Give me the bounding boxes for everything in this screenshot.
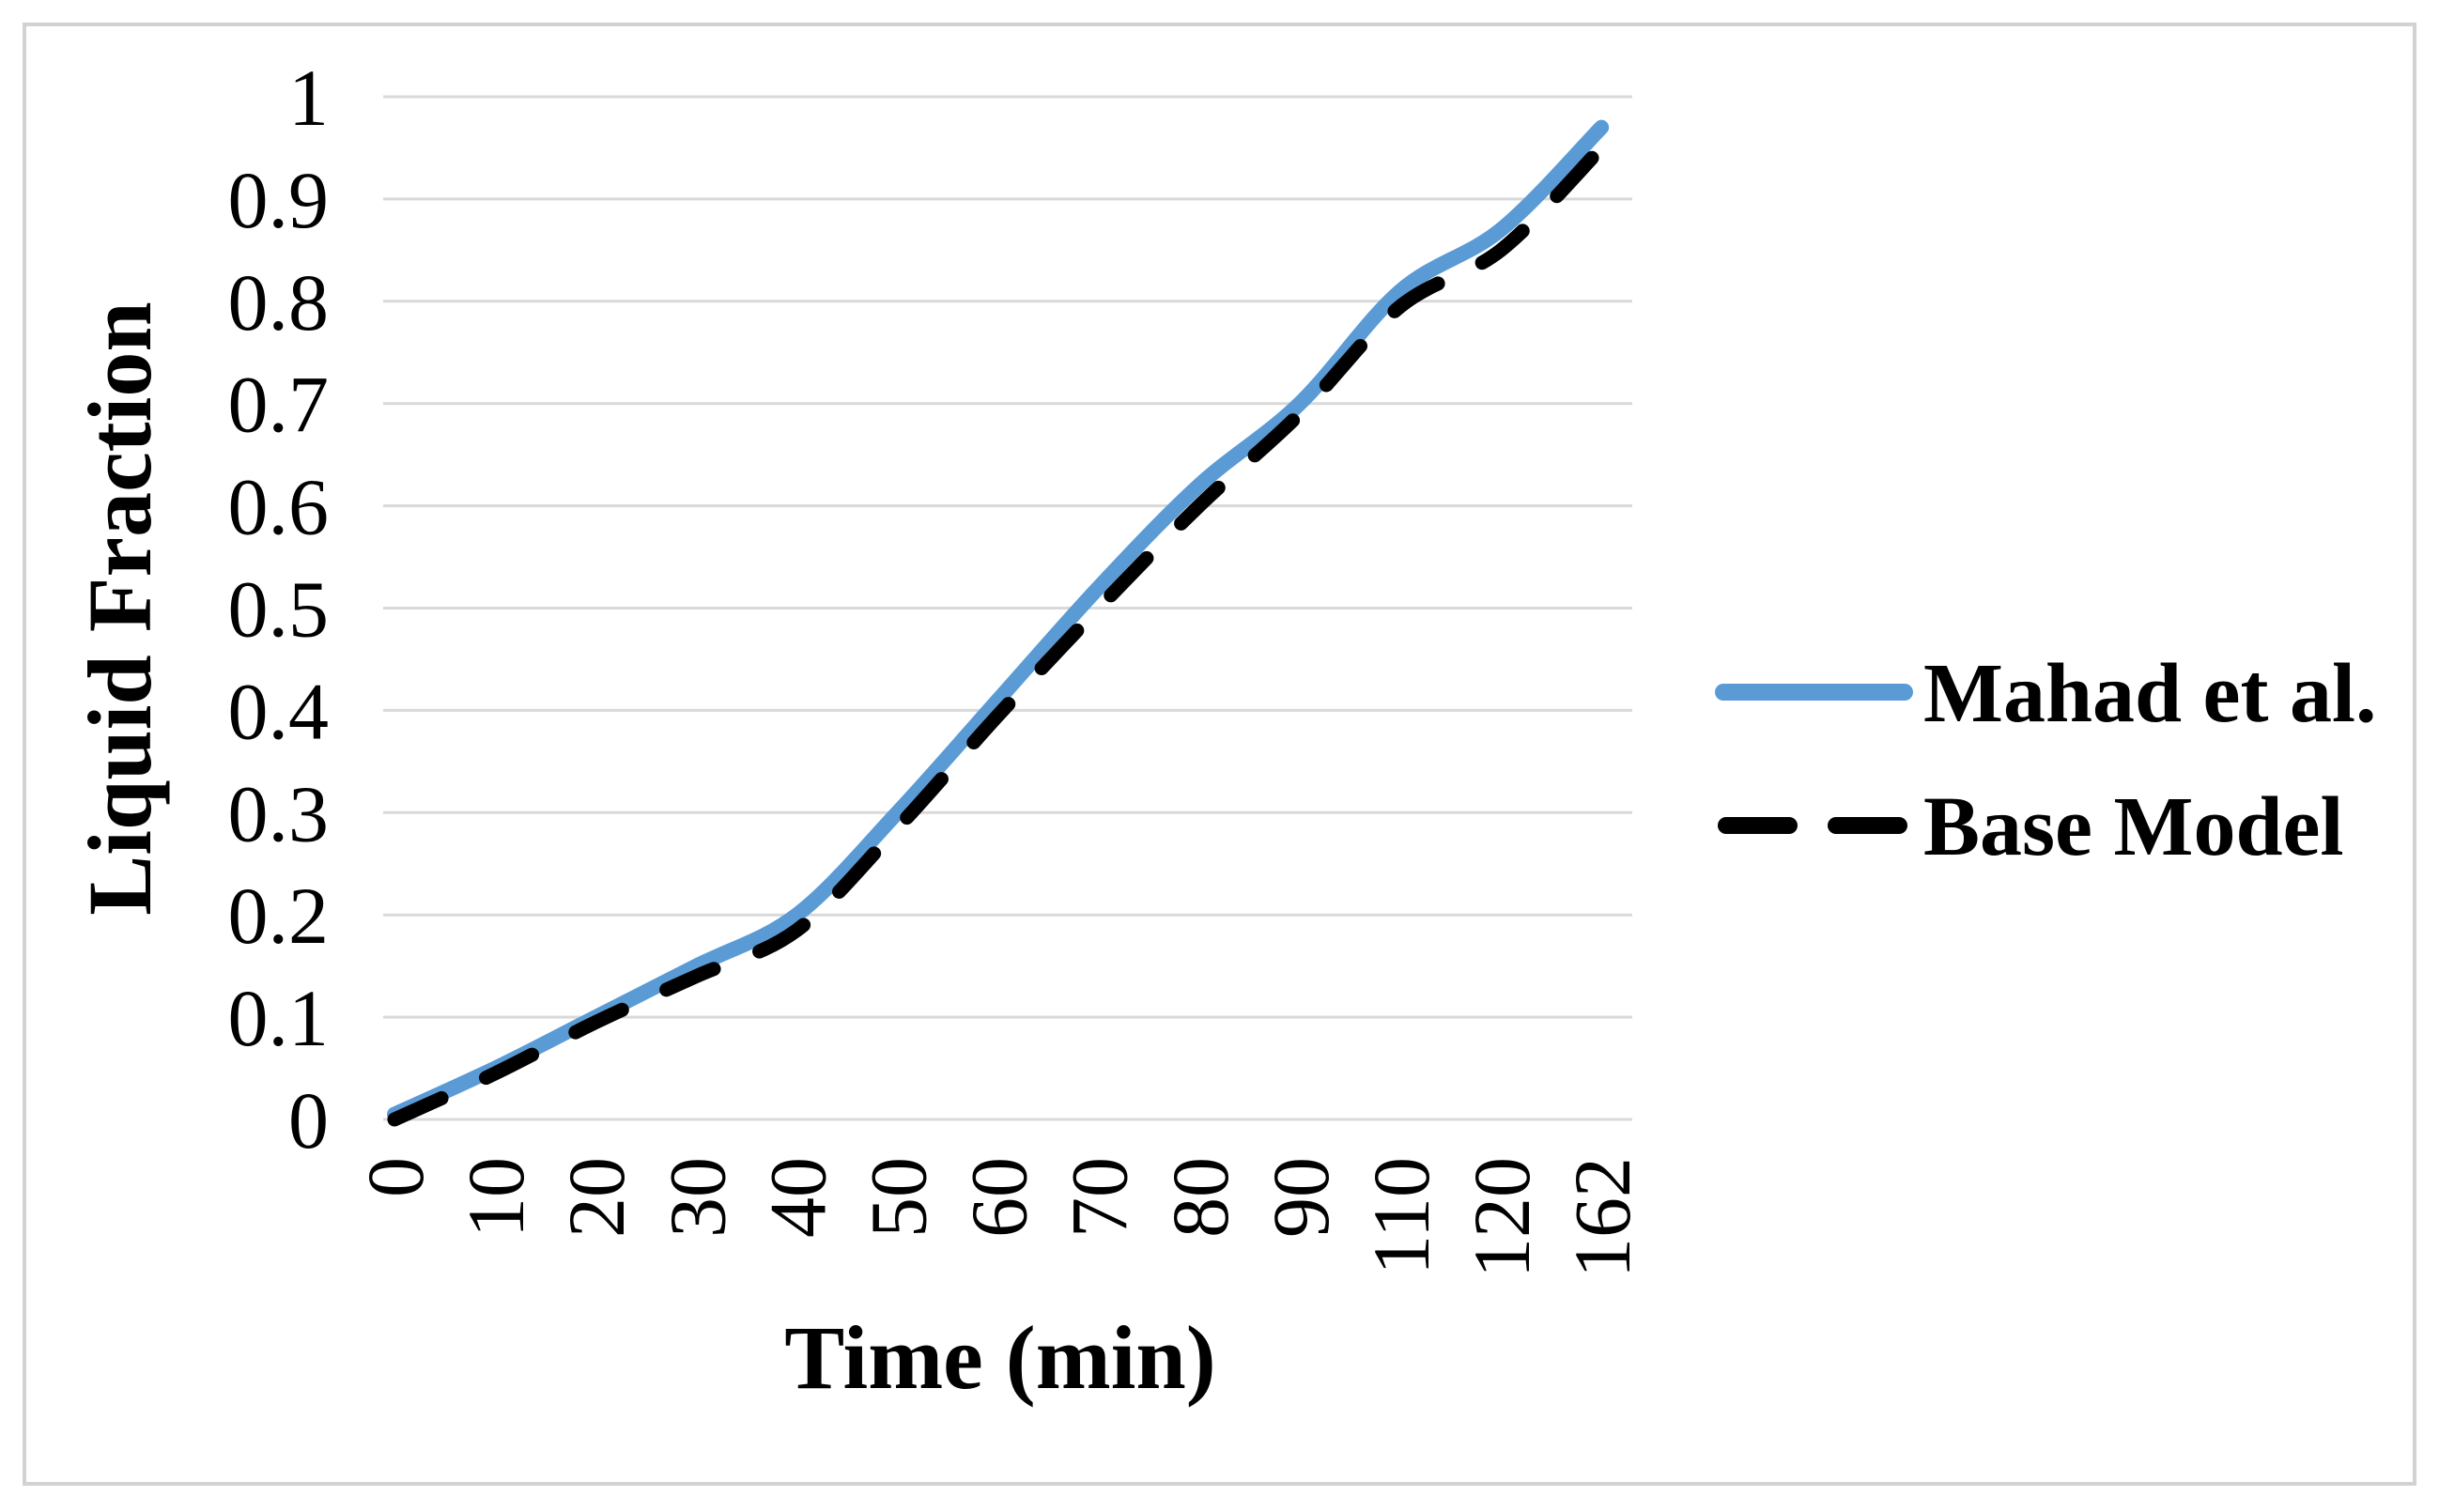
x-tick-label: 60 — [954, 1157, 1044, 1238]
x-tick-label: 120 — [1457, 1157, 1547, 1278]
y-tick-label: 0.9 — [228, 155, 330, 245]
x-tick-label: 70 — [1055, 1157, 1145, 1238]
x-tick-label: 162 — [1557, 1157, 1647, 1278]
series-line-base-model — [387, 140, 1609, 1127]
x-tick-label: 30 — [652, 1157, 742, 1238]
y-tick-label: 0.2 — [228, 871, 330, 961]
legend-label-base-model: Base Model — [1923, 780, 2343, 873]
x-axis-tick-labels: 0 10 20 30 40 50 60 70 80 90 110 120 162 — [350, 1157, 1647, 1278]
y-tick-label: 0 — [288, 1075, 329, 1165]
x-tick-label: 40 — [752, 1157, 842, 1238]
chart-border — [23, 23, 2416, 1486]
y-tick-label: 1 — [288, 53, 329, 143]
x-tick-label: 0 — [350, 1157, 440, 1197]
y-tick-label: 0.8 — [228, 257, 330, 347]
x-tick-label: 80 — [1155, 1157, 1245, 1238]
x-tick-label: 50 — [854, 1157, 944, 1238]
y-tick-label: 0.6 — [228, 462, 330, 552]
gridlines — [383, 95, 1632, 1121]
x-tick-label: 110 — [1356, 1157, 1446, 1275]
x-tick-label: 20 — [551, 1157, 641, 1238]
y-axis-tick-labels: 1 0.9 0.8 0.7 0.6 0.5 0.4 0.3 0.2 0.1 0 — [228, 53, 330, 1165]
y-tick-label: 0.3 — [228, 768, 330, 858]
series-line-mahad — [387, 119, 1610, 1122]
y-tick-label: 0.4 — [228, 666, 330, 756]
series-lines — [387, 119, 1610, 1127]
x-axis-title: Time (min) — [784, 1307, 1216, 1408]
y-tick-label: 0.7 — [228, 360, 330, 450]
legend-label-mahad: Mahad et al. — [1923, 647, 2376, 740]
y-tick-label: 0.5 — [228, 564, 330, 655]
x-tick-label: 10 — [451, 1157, 541, 1238]
y-axis-title: Liquid Fraction — [69, 301, 170, 915]
x-tick-label: 90 — [1256, 1157, 1346, 1238]
legend: Mahad et al. Base Model — [1715, 647, 2376, 873]
y-tick-label: 0.1 — [228, 973, 330, 1063]
